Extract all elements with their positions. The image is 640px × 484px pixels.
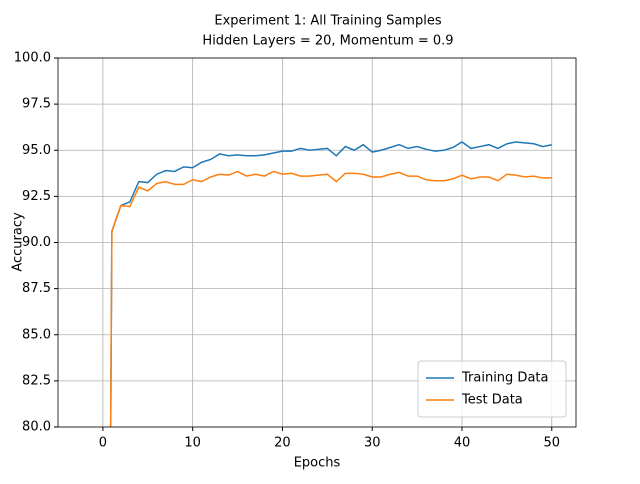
x-tick-label: 40 <box>454 436 471 451</box>
x-tick-label: 0 <box>99 436 107 451</box>
y-tick-label: 80.0 <box>22 420 51 435</box>
y-tick-label: 82.5 <box>22 373 51 388</box>
legend-label: Test Data <box>461 393 523 408</box>
x-tick-label: 20 <box>274 436 291 451</box>
legend-label: Training Data <box>461 371 548 386</box>
plot-area <box>109 141 552 427</box>
x-tick-label: 10 <box>184 436 201 451</box>
y-tick-label: 90.0 <box>22 235 51 250</box>
y-tick-label: 87.5 <box>22 281 51 296</box>
y-tick-label: 97.5 <box>22 97 51 112</box>
chart-subtitle: Hidden Layers = 20, Momentum = 0.9 <box>202 34 453 49</box>
legend: Training Data Test Data <box>417 360 567 418</box>
data-line <box>109 170 552 427</box>
x-tick-label: 30 <box>364 436 381 451</box>
x-tick-label: 50 <box>543 436 560 451</box>
chart-title: Experiment 1: All Training Samples <box>214 14 441 29</box>
x-axis-label: Epochs <box>294 456 341 471</box>
y-tick-label: 95.0 <box>22 143 51 158</box>
legend-box <box>417 360 567 418</box>
y-tick-label: 92.5 <box>22 189 51 204</box>
y-axis-label: Accuracy <box>11 212 26 272</box>
y-tick-label: 85.0 <box>22 327 51 342</box>
y-tick-label: 100.0 <box>14 51 51 66</box>
data-line <box>109 141 552 427</box>
